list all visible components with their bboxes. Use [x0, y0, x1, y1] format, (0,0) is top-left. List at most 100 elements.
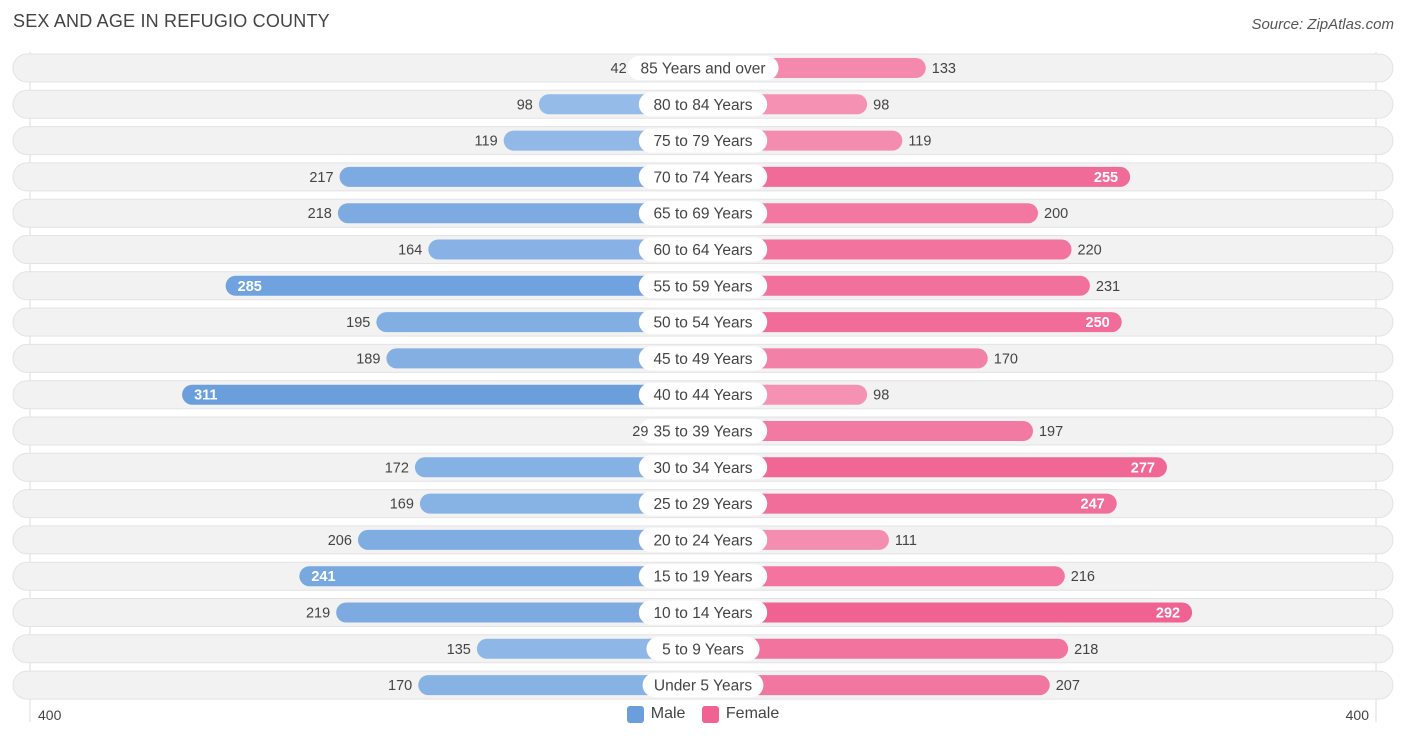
- value-label-male: 285: [238, 279, 262, 295]
- bar-female: [693, 457, 1167, 478]
- category-label-bg: [638, 491, 768, 516]
- value-label-male: 169: [390, 497, 414, 513]
- bar-male: [414, 457, 713, 478]
- category-label: 30 to 34 Years: [653, 460, 752, 477]
- value-label-female: 170: [994, 351, 1018, 367]
- category-label-bg: [638, 564, 768, 589]
- category-label: 75 to 79 Years: [653, 133, 752, 150]
- category-label-bg: [627, 56, 779, 80]
- category-label: 40 to 44 Years: [653, 387, 752, 404]
- bar-female: [693, 166, 1131, 187]
- value-label-female: 119: [908, 134, 931, 150]
- value-label-female: 255: [1094, 170, 1118, 186]
- category-label-bg: [642, 673, 764, 698]
- bar-female: [693, 421, 1033, 441]
- value-label-female: 207: [1056, 678, 1080, 694]
- value-label-female: 247: [1081, 497, 1105, 513]
- value-label-male: 170: [388, 678, 412, 694]
- category-label: 10 to 14 Years: [653, 605, 752, 622]
- category-label: 60 to 64 Years: [653, 242, 752, 259]
- legend-label-male: Male: [650, 705, 686, 722]
- category-label-bg: [638, 128, 768, 153]
- legend-swatch-male: [626, 705, 644, 723]
- bar-female: [693, 566, 1065, 587]
- bar-male: [418, 675, 713, 696]
- legend-label-female: Female: [725, 705, 780, 722]
- legend: Male Female: [0, 705, 1406, 728]
- category-label-bg: [638, 164, 768, 189]
- axis-left-label: 400: [38, 707, 62, 723]
- bar-male: [339, 166, 713, 187]
- bar-male: [299, 566, 713, 587]
- category-label: 5 to 9 Years: [662, 641, 744, 658]
- bar-female: [693, 275, 1090, 296]
- bar-female: [693, 675, 1050, 696]
- legend-item-female[interactable]: Female: [701, 705, 780, 723]
- value-label-female: 111: [895, 533, 917, 549]
- value-label-female: 133: [932, 61, 956, 77]
- category-label: Under 5 Years: [654, 678, 752, 695]
- category-label-bg: [638, 310, 768, 335]
- category-label: 80 to 84 Years: [653, 97, 752, 114]
- value-label-female: 216: [1071, 569, 1095, 585]
- category-label: 45 to 49 Years: [653, 351, 752, 368]
- value-label-male: 98: [517, 97, 533, 113]
- bar-female: [693, 203, 1038, 224]
- legend-item-male[interactable]: Male: [626, 705, 686, 723]
- bar-female: [693, 312, 1122, 333]
- legend-swatch-female: [701, 705, 719, 723]
- category-label: 20 to 24 Years: [653, 532, 752, 549]
- category-label-bg: [638, 237, 768, 262]
- bar-male: [225, 275, 713, 296]
- category-label-bg: [646, 636, 760, 661]
- value-label-male: 218: [308, 206, 332, 222]
- chart-title: SEX AND AGE IN REFUGIO COUNTY: [13, 11, 330, 31]
- value-label-female: 218: [1074, 642, 1098, 658]
- category-label: 25 to 29 Years: [653, 496, 752, 513]
- value-label-female: 98: [873, 388, 889, 404]
- category-label: 85 Years and over: [641, 61, 766, 78]
- value-label-female: 220: [1078, 243, 1102, 259]
- category-label-bg: [638, 455, 768, 480]
- bar-male: [337, 203, 713, 224]
- value-label-female: 231: [1096, 279, 1120, 295]
- category-label: 55 to 59 Years: [653, 278, 752, 295]
- category-label-bg: [638, 600, 768, 625]
- value-label-male: 219: [306, 606, 330, 622]
- category-label: 65 to 69 Years: [653, 206, 752, 223]
- source-label: Source: ZipAtlas.com: [1251, 16, 1394, 33]
- category-label-bg: [638, 273, 768, 298]
- value-label-male: 135: [447, 642, 471, 658]
- category-label: 50 to 54 Years: [653, 315, 752, 332]
- value-label-female: 250: [1086, 315, 1110, 331]
- value-label-female: 292: [1156, 606, 1180, 622]
- category-label: 15 to 19 Years: [653, 569, 752, 586]
- bar-male: [357, 529, 713, 550]
- category-label-bg: [638, 346, 768, 371]
- category-label: 35 to 39 Years: [653, 424, 752, 441]
- value-label-female: 200: [1044, 206, 1068, 222]
- value-label-male: 172: [385, 460, 409, 476]
- bar-female: [693, 602, 1193, 623]
- value-label-male: 311: [194, 388, 217, 404]
- value-label-male: 217: [309, 170, 333, 186]
- axis-right-label: 400: [1345, 707, 1369, 723]
- value-label-male: 119: [475, 134, 498, 150]
- category-label-bg: [638, 382, 768, 407]
- bar-female: [693, 493, 1117, 514]
- bar-male: [182, 384, 713, 405]
- value-label-male: 189: [356, 351, 380, 367]
- value-label-female: 277: [1131, 460, 1155, 476]
- bar-male: [419, 493, 713, 514]
- value-label-male: 164: [398, 243, 422, 259]
- value-label-female: 197: [1039, 424, 1063, 440]
- value-label-male: 29: [632, 424, 648, 440]
- value-label-male: 42: [611, 61, 627, 77]
- category-label: 70 to 74 Years: [653, 169, 752, 186]
- bar-female: [693, 638, 1069, 659]
- value-label-male: 206: [328, 533, 352, 549]
- category-label-bg: [638, 201, 768, 226]
- bar-male: [336, 602, 713, 623]
- bar-female: [693, 239, 1072, 260]
